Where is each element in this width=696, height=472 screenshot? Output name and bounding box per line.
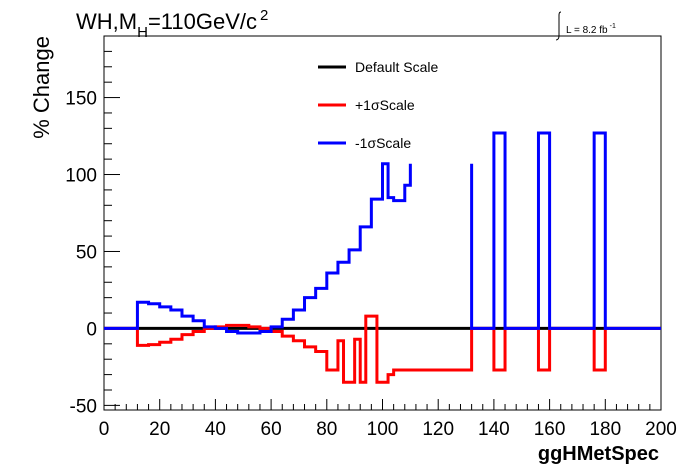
x-tick-label: 0 xyxy=(99,419,110,440)
chart-title-superscript: 2 xyxy=(260,7,268,24)
x-tick-label: 80 xyxy=(316,419,337,440)
y-axis: -50 0 50 100 150 xyxy=(65,35,120,417)
chart-title: WH,MH=110GeV/c 2 xyxy=(76,7,268,41)
x-axis-label: ggHMetSpec xyxy=(538,443,659,465)
y-axis-label: % Change xyxy=(29,36,54,139)
x-axis: 0 20 40 60 80 100 120 140 160 180 200 xyxy=(99,399,677,440)
x-tick-label: 100 xyxy=(367,419,399,440)
plot-frame xyxy=(103,35,662,411)
series-line--1-scale xyxy=(470,131,661,330)
x-tick-label: 200 xyxy=(645,419,677,440)
x-tick-label: 120 xyxy=(422,419,454,440)
y-tick-label: 150 xyxy=(65,89,97,110)
x-tick-label: 20 xyxy=(149,419,170,440)
legend-entry: Default Scale xyxy=(355,59,438,75)
series-line--1-scale xyxy=(104,314,661,384)
x-tick-label: 60 xyxy=(261,419,282,440)
x-tick-label: 180 xyxy=(589,419,621,440)
lumi-label: L = 8.2 fb -1 xyxy=(555,11,616,41)
chart-title-rest: =110GeV/c xyxy=(148,9,257,34)
y-tick-label: 50 xyxy=(76,242,97,263)
y-tick-label: 100 xyxy=(65,166,97,187)
lumi-text: L = 8.2 fb xyxy=(566,25,608,36)
chart-title-subscript: H xyxy=(137,24,148,41)
legend: Default Scale +1σScale -1σScale xyxy=(318,59,438,151)
svg-text:L = 8.2 fb-1: L = 8.2 fb -1 xyxy=(566,23,616,36)
x-tick-label: 160 xyxy=(534,419,566,440)
integral-symbol xyxy=(555,11,562,41)
series-line--1-scale xyxy=(104,162,412,335)
x-tick-label: 140 xyxy=(478,419,510,440)
y-tick-label: 0 xyxy=(86,319,97,340)
y-tick-label: -50 xyxy=(70,396,97,417)
legend-entry: +1σScale xyxy=(355,97,415,113)
chart-title-prefix: WH,M xyxy=(76,9,137,34)
lumi-superscript: -1 xyxy=(610,23,616,30)
x-tick-label: 40 xyxy=(205,419,226,440)
legend-entry: -1σScale xyxy=(355,135,411,151)
series-layer xyxy=(104,131,661,384)
